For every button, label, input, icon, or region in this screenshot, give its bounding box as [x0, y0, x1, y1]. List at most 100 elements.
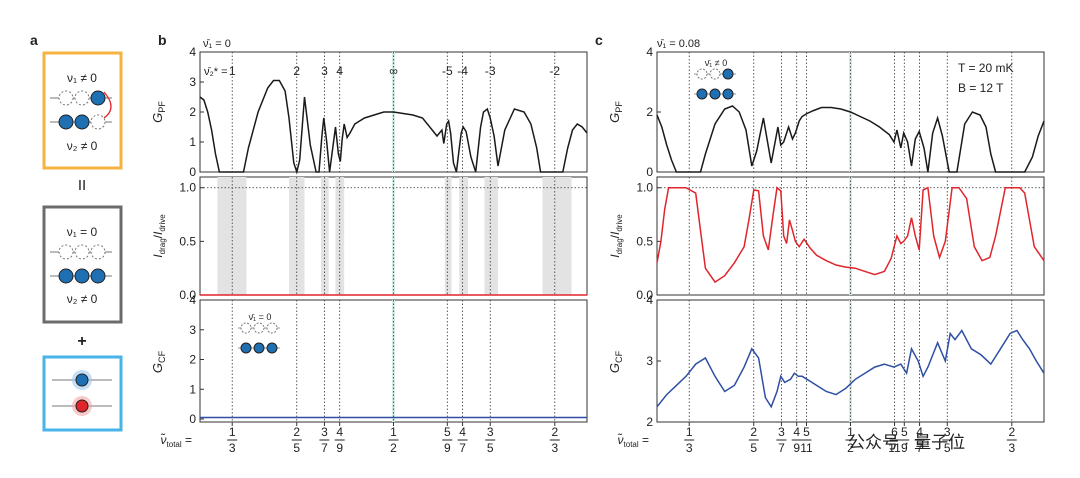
x-tick-denominator: 3 — [229, 441, 236, 455]
x-tick-denominator: 5 — [487, 441, 494, 455]
y-tick-label: 2 — [189, 353, 196, 367]
electron-dot — [75, 399, 89, 413]
x-tick-denominator: 7 — [459, 441, 466, 455]
y-tick-label: 0.0 — [636, 288, 653, 302]
inset-dot — [266, 322, 278, 334]
x-tick-numerator: 3 — [778, 425, 785, 439]
x-tick-denominator: 11 — [800, 441, 813, 455]
box1-bottom-label: ν₂ ≠ 0 — [67, 139, 98, 153]
inset-dot — [253, 322, 265, 334]
box-exciton — [42, 355, 123, 432]
x-tick-denominator: 9 — [793, 441, 800, 455]
nu2-star-value: -2 — [549, 64, 560, 78]
x-tick-numerator: 2 — [1008, 425, 1015, 439]
inset-label: ν̄₁ ≠ 0 — [705, 58, 727, 68]
y-tick-label: 1 — [189, 382, 196, 396]
x-tick-numerator: 3 — [944, 425, 951, 439]
inset-dot — [709, 88, 721, 100]
x-tick-numerator: 6 — [891, 425, 898, 439]
y-tick-label: 4 — [646, 45, 653, 59]
y-tick-label: 3 — [189, 323, 196, 337]
x-tick-numerator: 4 — [336, 425, 343, 439]
temperature-label: T = 20 mK — [958, 61, 1013, 75]
box1-top-label: ν₁ ≠ 0 — [67, 71, 97, 85]
x-tick-numerator: 1 — [390, 425, 397, 439]
inset-dot — [266, 342, 278, 354]
y-tick-label: 0.0 — [179, 288, 196, 302]
watermark: 公众号 · 量子位 — [848, 433, 965, 452]
x-tick-denominator: 5 — [293, 441, 300, 455]
box2-layer-bottom — [50, 268, 112, 284]
plateau-band — [335, 177, 345, 295]
field-label: B = 12 T — [958, 81, 1004, 95]
nu2-star-value: 3 — [321, 64, 328, 78]
y-tick-label: 3 — [189, 75, 196, 89]
box-nu1-nonzero — [42, 51, 123, 170]
x-axis-label: ν̃total = — [161, 432, 192, 449]
x-tick-denominator: 9 — [901, 441, 908, 455]
nu2-star-value: -5 — [442, 64, 453, 78]
inset-layers-diagram: ν̄₁ ≠ 0 — [694, 58, 736, 100]
box2-layer-top — [50, 244, 112, 260]
x-tick-denominator: 7 — [778, 441, 785, 455]
x-tick-numerator: 2 — [551, 425, 558, 439]
x-tick-numerator: 4 — [793, 425, 800, 439]
panel-b: 012340.00.51.001234132537491259473523ν̃t… — [150, 38, 588, 455]
inset-dot — [253, 342, 265, 354]
hop-arrow-icon — [103, 91, 112, 119]
label-c: c — [595, 32, 603, 48]
series-line-gcf — [656, 329, 1045, 409]
x-tick-numerator: 1 — [229, 425, 236, 439]
box2-top-label: ν₁ = 0 — [67, 225, 98, 239]
inset-dot — [722, 88, 734, 100]
plateau-band — [542, 177, 572, 295]
hole-dot — [75, 373, 89, 387]
y-tick-label: 2 — [646, 415, 653, 429]
nu2-star-value: -4 — [457, 64, 468, 78]
y-tick-label: 0.5 — [636, 234, 653, 248]
x-tick-denominator: 7 — [916, 441, 923, 455]
inset-layers-diagram: ν̄₁ = 0 — [238, 312, 280, 354]
y-tick-label: 3 — [646, 354, 653, 368]
x-tick-numerator: 5 — [444, 425, 451, 439]
x-tick-numerator: 2 — [750, 425, 757, 439]
y-label-gpf: GPF — [150, 101, 167, 123]
nu2-star-value: -3 — [485, 64, 496, 78]
y-label-gpf: GPF — [607, 101, 624, 123]
equals-sign: II — [78, 177, 86, 194]
nu1-value-b: ν̄₁ = 0 — [203, 38, 231, 50]
x-tick-denominator: 3 — [686, 441, 693, 455]
label-a: a — [30, 32, 38, 48]
x-tick-numerator: 4 — [916, 425, 923, 439]
y-tick-label: 4 — [189, 45, 196, 59]
y-label-drag: Idrag/Idrive — [608, 214, 624, 258]
y-tick-label: 1.0 — [636, 181, 653, 195]
x-tick-numerator: 1 — [686, 425, 693, 439]
box2-bottom-label: ν₂ ≠ 0 — [67, 292, 98, 306]
plateau-band — [320, 177, 329, 295]
label-b: b — [158, 32, 167, 48]
y-tick-label: 4 — [646, 293, 653, 307]
panel-a: a ν₁ ≠ 0 ν₂ ≠ 0 II ν₁ = 0 ν₂ ≠ 0 + — [30, 32, 123, 432]
x-tick-numerator: 3 — [321, 425, 328, 439]
plateau-band — [444, 177, 452, 295]
y-tick-label: 0 — [189, 412, 196, 426]
x-tick-denominator: 3 — [1008, 441, 1015, 455]
plateau-band — [459, 177, 468, 295]
y-tick-label: 0.5 — [179, 234, 196, 248]
x-tick-denominator: 9 — [444, 441, 451, 455]
y-label-gcf: GCF — [150, 350, 167, 373]
plus-sign: + — [77, 333, 86, 350]
half-filling-band — [849, 177, 852, 295]
y-tick-label: 1.0 — [179, 181, 196, 195]
y-tick-label: 0 — [646, 165, 653, 179]
nu2-star-label: ν̄₂* = — [204, 66, 228, 78]
inset-dot — [722, 68, 734, 80]
inset-dot — [240, 342, 252, 354]
nu1-value-c: ν̄₁ = 0.08 — [657, 38, 700, 50]
y-tick-label: 2 — [646, 105, 653, 119]
y-label-drag: Idrag/Idrive — [151, 214, 167, 258]
box1-layer-bottom — [50, 114, 112, 130]
x-tick-denominator: 2 — [390, 441, 397, 455]
